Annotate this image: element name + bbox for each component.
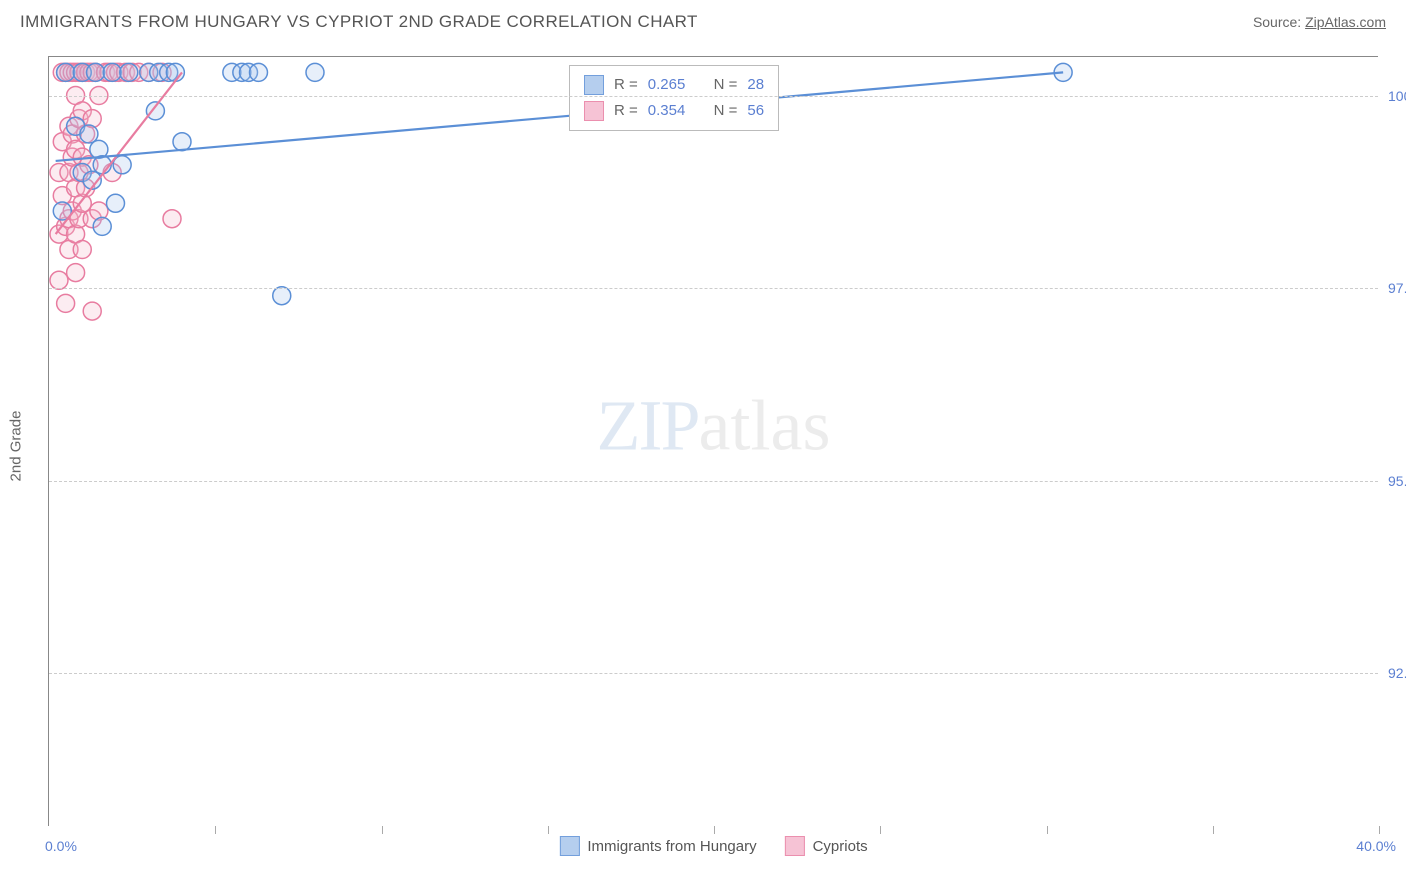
x-tick (880, 826, 881, 834)
source-prefix: Source: (1253, 14, 1305, 30)
scatter-point-hungary (146, 102, 164, 120)
x-axis-max-label: 40.0% (1356, 838, 1396, 854)
scatter-point-cypriots (67, 264, 85, 282)
scatter-point-hungary (120, 63, 138, 81)
n-label: N = (714, 98, 738, 124)
x-tick (1047, 826, 1048, 834)
chart-header: IMMIGRANTS FROM HUNGARY VS CYPRIOT 2ND G… (0, 0, 1406, 40)
x-tick (382, 826, 383, 834)
scatter-point-cypriots (83, 302, 101, 320)
scatter-point-hungary (249, 63, 267, 81)
source-attribution: Source: ZipAtlas.com (1253, 14, 1386, 30)
gridline (49, 673, 1378, 674)
y-axis-title: 2nd Grade (8, 411, 25, 482)
scatter-point-hungary (173, 133, 191, 151)
x-tick (215, 826, 216, 834)
r-value-cypriots: 0.354 (648, 98, 686, 124)
legend-label-cypriots: Cypriots (813, 838, 868, 855)
legend-swatch-hungary (559, 836, 579, 856)
legend-swatch-cypriots (584, 101, 604, 121)
n-value-cypriots: 56 (747, 98, 764, 124)
chart-title: IMMIGRANTS FROM HUNGARY VS CYPRIOT 2ND G… (20, 12, 698, 32)
chart-plot-area: ZIPatlas R = 0.265 N = 28 R = 0.354 N = … (48, 56, 1378, 826)
y-tick-label: 95.0% (1388, 473, 1406, 489)
y-tick-label: 97.5% (1388, 280, 1406, 296)
legend-item-hungary: Immigrants from Hungary (559, 836, 756, 856)
series-legend: Immigrants from Hungary Cypriots (559, 836, 867, 856)
n-label: N = (714, 72, 738, 98)
r-label: R = (614, 72, 638, 98)
scatter-point-hungary (87, 63, 105, 81)
x-tick (714, 826, 715, 834)
legend-swatch-hungary (584, 75, 604, 95)
scatter-point-cypriots (57, 294, 75, 312)
r-label: R = (614, 98, 638, 124)
scatter-point-hungary (57, 63, 75, 81)
scatter-point-hungary (306, 63, 324, 81)
x-tick (1379, 826, 1380, 834)
x-tick (1213, 826, 1214, 834)
legend-row-cypriots: R = 0.354 N = 56 (584, 98, 764, 124)
scatter-point-hungary (93, 217, 111, 235)
scatter-point-cypriots (50, 271, 68, 289)
scatter-svg (49, 57, 1378, 826)
y-tick-label: 92.5% (1388, 665, 1406, 681)
n-value-hungary: 28 (747, 72, 764, 98)
legend-swatch-cypriots (785, 836, 805, 856)
legend-label-hungary: Immigrants from Hungary (587, 838, 756, 855)
scatter-point-hungary (103, 63, 121, 81)
y-tick-label: 100.0% (1388, 88, 1406, 104)
trend-line-hungary (56, 72, 1063, 161)
correlation-legend-box: R = 0.265 N = 28 R = 0.354 N = 56 (569, 65, 779, 131)
scatter-point-cypriots (163, 210, 181, 228)
scatter-point-hungary (80, 125, 98, 143)
gridline (49, 288, 1378, 289)
x-tick (548, 826, 549, 834)
legend-item-cypriots: Cypriots (785, 836, 868, 856)
scatter-point-hungary (273, 287, 291, 305)
x-axis-min-label: 0.0% (45, 838, 77, 854)
scatter-point-cypriots (73, 241, 91, 259)
gridline (49, 481, 1378, 482)
r-value-hungary: 0.265 (648, 72, 686, 98)
source-link[interactable]: ZipAtlas.com (1305, 14, 1386, 30)
legend-row-hungary: R = 0.265 N = 28 (584, 72, 764, 98)
gridline (49, 96, 1378, 97)
scatter-point-hungary (107, 194, 125, 212)
